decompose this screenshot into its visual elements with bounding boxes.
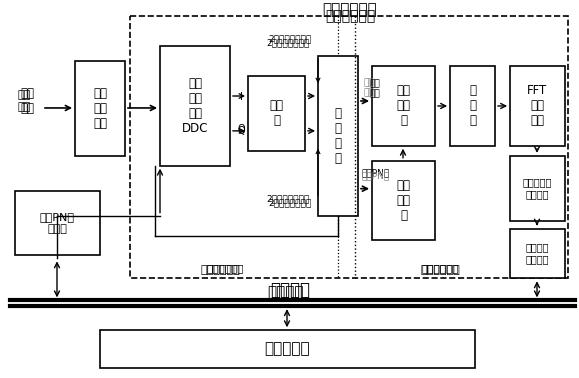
- Text: 信号
接收
装置: 信号 接收 装置: [93, 87, 107, 130]
- Text: 卫星
数据: 卫星 数据: [18, 90, 31, 112]
- Bar: [510, 229, 565, 278]
- Text: 滤波
器: 滤波 器: [269, 99, 284, 127]
- Text: 信号捕获模块: 信号捕获模块: [323, 2, 378, 17]
- Text: 2倍码钟采样开关: 2倍码钟采样开关: [269, 198, 312, 207]
- Text: 缓
存
装
置: 缓 存 装 置: [335, 107, 342, 165]
- Text: 信号采样模块: 信号采样模块: [200, 265, 240, 276]
- Text: 高速处理模块: 高速处理模块: [422, 263, 459, 273]
- Bar: [15, 191, 100, 256]
- Text: 数据总线: 数据总线: [267, 285, 303, 300]
- Text: 数字
下变
频器
DDC: 数字 下变 频器 DDC: [182, 77, 208, 135]
- Text: 2倍码钟采样开关: 2倍码钟采样开关: [267, 39, 310, 48]
- Text: Q: Q: [237, 124, 245, 134]
- Text: I: I: [240, 92, 243, 102]
- Text: 本地PN码
产生器: 本地PN码 产生器: [40, 212, 75, 234]
- Text: 信号处理器: 信号处理器: [265, 342, 310, 356]
- Text: 缓
存
器: 缓 存 器: [469, 84, 476, 127]
- Text: 信号非相干
累加电路: 信号非相干 累加电路: [523, 177, 552, 199]
- Text: 2倍码钟采样开关: 2倍码钟采样开关: [269, 35, 312, 44]
- Text: 数据总线: 数据总线: [270, 281, 310, 299]
- Text: I: I: [240, 92, 243, 102]
- Text: 相关峰值
搜索电路: 相关峰值 搜索电路: [526, 243, 549, 264]
- Bar: [372, 161, 435, 240]
- Bar: [160, 46, 230, 166]
- Bar: [75, 61, 125, 156]
- Bar: [130, 16, 568, 278]
- Text: 高速处理模块: 高速处理模块: [420, 265, 460, 276]
- Text: FFT
求模
电路: FFT 求模 电路: [527, 84, 548, 127]
- Text: 卫星
数据: 卫星 数据: [20, 87, 34, 115]
- Bar: [100, 330, 475, 368]
- Bar: [372, 66, 435, 146]
- Text: Q: Q: [237, 126, 245, 136]
- Text: 移位
寄存
器: 移位 寄存 器: [397, 179, 411, 222]
- Text: 信号捕获模块: 信号捕获模块: [325, 9, 375, 23]
- Bar: [318, 56, 358, 215]
- Bar: [510, 66, 565, 146]
- Text: 2倍码钟采样开关: 2倍码钟采样开关: [267, 194, 310, 203]
- Bar: [450, 66, 495, 146]
- Text: 信号采样模块: 信号采样模块: [206, 263, 244, 273]
- Text: 并行
相关
器: 并行 相关 器: [397, 84, 411, 127]
- Text: 本地PN码: 本地PN码: [362, 171, 390, 180]
- Bar: [510, 156, 565, 220]
- Text: 卫星
数据: 卫星 数据: [364, 78, 375, 98]
- Bar: [248, 76, 305, 151]
- Text: 本地PN码: 本地PN码: [362, 168, 390, 177]
- Text: 卫星
数据: 卫星 数据: [370, 79, 381, 99]
